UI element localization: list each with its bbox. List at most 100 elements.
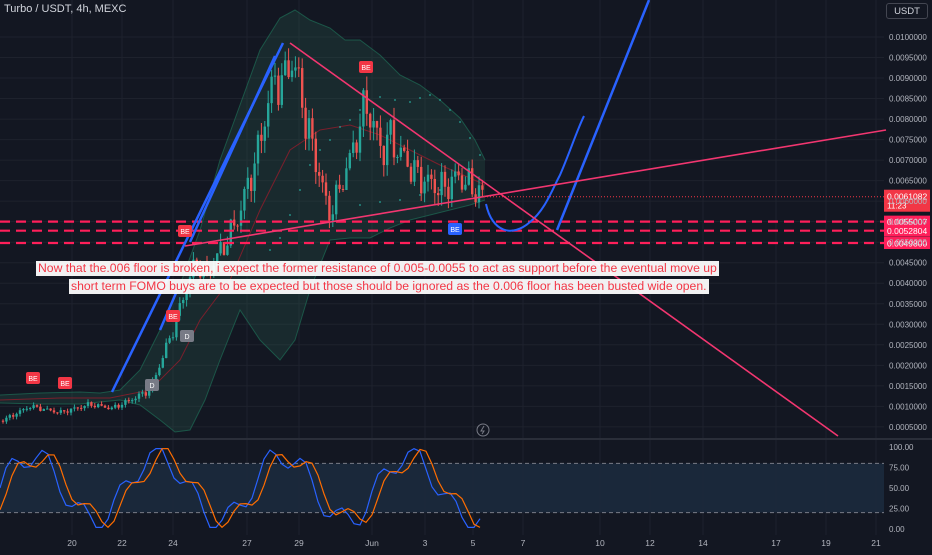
candle-body	[246, 177, 249, 189]
candle-body	[42, 409, 45, 411]
candle-body	[59, 410, 62, 413]
candle-body	[127, 400, 130, 402]
candle-body	[175, 315, 178, 338]
sar-dot	[349, 119, 351, 121]
candle-body	[277, 75, 280, 105]
candle	[25, 406, 28, 412]
sar-dot	[329, 139, 331, 141]
candle	[311, 108, 314, 151]
candle	[22, 408, 25, 413]
candle	[396, 154, 399, 164]
candle-body	[46, 408, 49, 410]
x-tick-label: 22	[117, 538, 127, 548]
candle	[18, 407, 22, 417]
candle	[420, 156, 423, 201]
candle	[165, 338, 168, 359]
candle-body	[263, 126, 266, 141]
currency-button[interactable]: USDT	[886, 3, 928, 19]
y-tick-label: 0.0030000	[889, 320, 927, 329]
candle	[73, 404, 76, 412]
candle-body	[182, 300, 185, 304]
candle-body	[1, 420, 5, 422]
candle-body	[148, 390, 151, 396]
sar-dots	[269, 94, 481, 251]
candle-body	[389, 120, 392, 135]
candle	[110, 406, 113, 411]
candle-body	[83, 405, 86, 409]
candle-body	[423, 181, 426, 194]
support-price-tag	[884, 224, 930, 237]
candle	[345, 157, 348, 191]
candle-body	[73, 407, 76, 409]
candle-body	[396, 156, 399, 158]
candle-body	[137, 393, 141, 399]
candle-body	[185, 290, 188, 301]
candle	[379, 115, 382, 158]
candle	[107, 405, 110, 410]
marker-be: BE	[58, 377, 72, 389]
candle-body	[399, 147, 402, 157]
volatility-band-upper	[0, 9, 486, 396]
candle	[433, 169, 436, 204]
candle-body	[416, 160, 419, 167]
candle	[35, 404, 39, 408]
candle-body	[239, 210, 243, 226]
candle	[297, 57, 300, 78]
candle-body	[25, 408, 28, 410]
x-tick-label: 20	[67, 538, 77, 548]
candle	[29, 407, 32, 411]
lightning-icon-bolt	[480, 425, 485, 435]
candle-body	[154, 375, 158, 381]
candle-body	[90, 402, 93, 406]
candle	[233, 210, 236, 230]
candle	[63, 410, 66, 414]
current-price-tag	[884, 189, 930, 212]
candle-body	[93, 405, 96, 408]
candle	[375, 120, 379, 141]
support-price-label: 0.0055007	[887, 217, 927, 227]
x-tick-label: 14	[698, 538, 708, 548]
candle-body	[161, 358, 164, 368]
candle-body	[56, 412, 59, 414]
x-tick-label: 17	[771, 538, 781, 548]
candle-body	[450, 176, 453, 200]
marker-label: BE	[60, 381, 70, 388]
candle	[32, 402, 35, 410]
candle-body	[8, 415, 11, 418]
candle-body	[382, 145, 385, 166]
candle-body	[341, 188, 345, 190]
y-tick-label: 0.0010000	[889, 402, 927, 411]
candle-body	[52, 410, 56, 413]
candle	[416, 155, 419, 173]
candle-body	[69, 408, 73, 413]
volatility-band-lower	[0, 199, 486, 433]
marker-box	[166, 310, 180, 322]
candle-body	[168, 338, 171, 343]
candle-body	[331, 214, 334, 221]
candle-body	[443, 171, 447, 187]
candle	[137, 391, 141, 402]
candle	[413, 149, 416, 187]
candle-body	[287, 60, 290, 78]
candle-body	[471, 168, 474, 195]
candle	[440, 163, 443, 206]
candle	[324, 173, 328, 205]
candle	[76, 407, 79, 411]
candle	[56, 412, 59, 415]
marker-label: BE	[168, 314, 178, 321]
sar-dot	[459, 121, 461, 123]
candle-body	[178, 303, 181, 316]
oscillator-tick-label: 75.00	[889, 464, 910, 473]
candle-body	[352, 142, 355, 154]
y-tick-label: 0.0070000	[889, 156, 927, 165]
candle	[46, 405, 49, 410]
candle-body	[12, 415, 15, 417]
candle-body	[328, 195, 331, 221]
candle-body	[86, 402, 90, 406]
candle	[338, 174, 341, 193]
candle-body	[409, 166, 413, 182]
candle	[290, 60, 294, 82]
candle	[471, 159, 474, 198]
